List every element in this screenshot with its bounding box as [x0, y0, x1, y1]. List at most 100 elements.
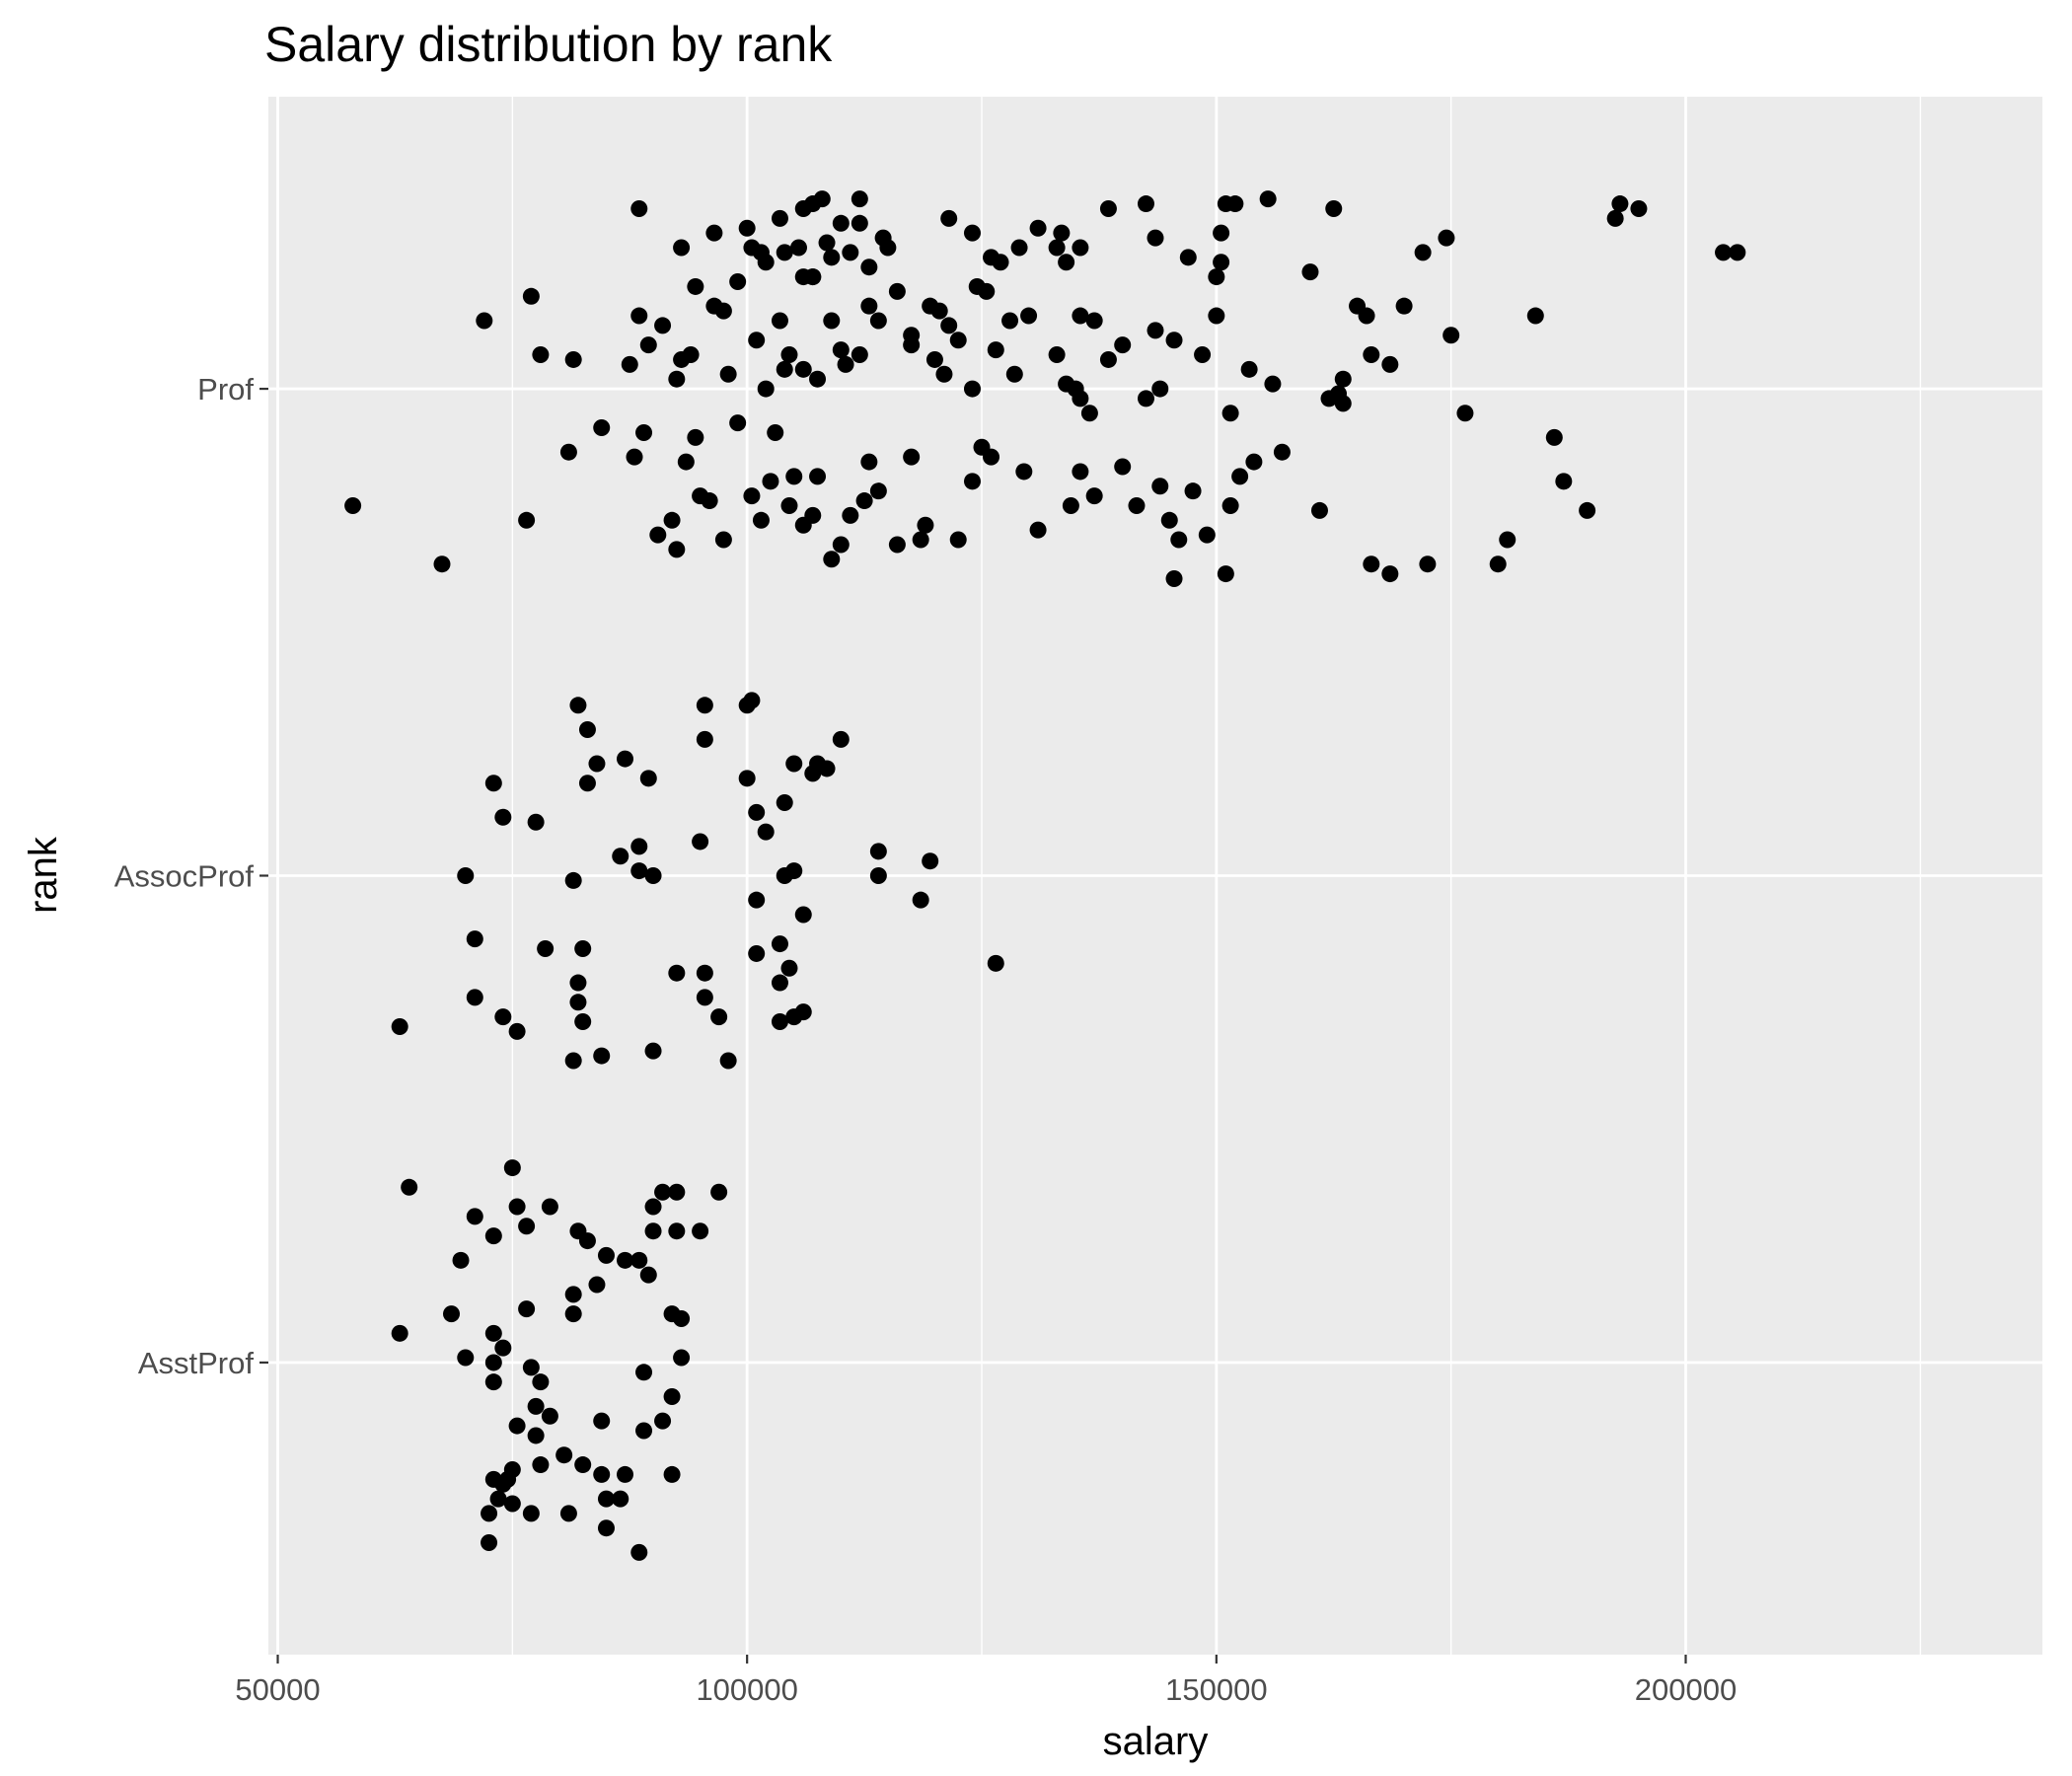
data-point: [687, 277, 704, 295]
data-point: [663, 1387, 681, 1405]
data-point: [701, 492, 718, 510]
data-point: [1213, 224, 1230, 242]
data-point: [1048, 346, 1066, 364]
data-point: [569, 697, 587, 714]
data-point: [644, 1042, 662, 1060]
data-point: [978, 282, 996, 300]
data-point: [813, 190, 831, 208]
data-point: [1165, 332, 1183, 349]
data-point: [401, 1178, 418, 1196]
data-point: [696, 730, 713, 748]
data-point: [823, 249, 841, 266]
data-point: [597, 1490, 615, 1508]
data-point: [1273, 443, 1291, 461]
data-point: [719, 365, 737, 383]
data-point: [649, 526, 667, 544]
data-point: [1213, 254, 1230, 271]
data-point: [578, 720, 596, 738]
data-point: [597, 1246, 615, 1264]
data-point: [719, 1052, 737, 1070]
data-point: [879, 239, 897, 257]
data-point: [588, 755, 606, 773]
data-point: [1221, 496, 1239, 514]
data-point: [532, 346, 550, 364]
data-point: [771, 209, 788, 227]
data-point: [484, 1373, 502, 1391]
data-point: [481, 1534, 498, 1552]
data-point: [484, 1354, 502, 1371]
data-point: [489, 1490, 507, 1508]
data-point: [1363, 346, 1380, 364]
data-point: [668, 1222, 686, 1240]
data-point: [1147, 229, 1164, 247]
data-point: [481, 1505, 498, 1522]
data-point: [743, 487, 761, 505]
data-point: [1715, 244, 1733, 261]
data-point: [630, 1543, 648, 1561]
data-point: [1259, 190, 1277, 208]
data-point: [794, 906, 812, 924]
data-point: [860, 259, 878, 276]
data-point: [1072, 239, 1089, 257]
data-point: [644, 867, 662, 884]
data-point: [818, 760, 836, 777]
data-point: [635, 1422, 653, 1440]
data-point: [860, 453, 878, 471]
data-point: [574, 1013, 592, 1031]
data-point: [1128, 496, 1146, 514]
data-point: [1058, 254, 1075, 271]
data-point: [851, 214, 868, 232]
data-point: [1330, 385, 1348, 403]
data-point: [569, 974, 587, 992]
data-point: [630, 1251, 648, 1269]
data-point: [1151, 380, 1169, 398]
data-point: [869, 867, 887, 884]
data-point: [518, 1218, 536, 1235]
data-point: [532, 1373, 550, 1391]
chart-title: Salary distribution by rank: [264, 17, 833, 72]
data-point: [494, 808, 512, 826]
y-tick-label: AsstProf: [138, 1346, 255, 1380]
data-point: [639, 336, 657, 354]
data-point: [559, 443, 577, 461]
data-point: [869, 482, 887, 500]
data-point: [527, 813, 545, 831]
data-point: [499, 1470, 517, 1488]
data-point: [780, 496, 798, 514]
data-point: [1062, 496, 1079, 514]
data-point: [522, 1505, 540, 1522]
data-point: [1438, 229, 1455, 247]
y-tick-label: Prof: [197, 372, 254, 407]
data-point: [748, 944, 766, 962]
data-point: [1137, 390, 1154, 407]
data-point: [508, 1417, 526, 1435]
data-point: [466, 1208, 483, 1225]
data-point: [635, 423, 653, 441]
data-point: [705, 224, 723, 242]
data-point: [391, 1324, 408, 1342]
data-point: [452, 1251, 470, 1269]
data-point: [842, 506, 859, 524]
data-point: [692, 833, 709, 851]
data-point: [574, 940, 592, 958]
data-point: [673, 239, 691, 257]
data-point: [518, 511, 536, 529]
data-point: [785, 862, 803, 880]
data-point: [673, 1310, 691, 1328]
data-point: [1456, 405, 1474, 422]
data-point: [738, 770, 756, 787]
data-point: [503, 1159, 521, 1177]
data-point: [1208, 268, 1225, 286]
data-point: [668, 370, 686, 388]
data-point: [612, 848, 629, 865]
data-point: [466, 930, 483, 948]
data-point: [823, 312, 841, 330]
data-point: [987, 341, 1004, 359]
data-point: [696, 989, 713, 1006]
data-point: [888, 536, 906, 554]
data-point: [593, 1047, 611, 1065]
data-point: [457, 1349, 475, 1367]
data-point: [1114, 336, 1132, 354]
data-point: [949, 531, 967, 549]
data-point: [593, 1412, 611, 1430]
